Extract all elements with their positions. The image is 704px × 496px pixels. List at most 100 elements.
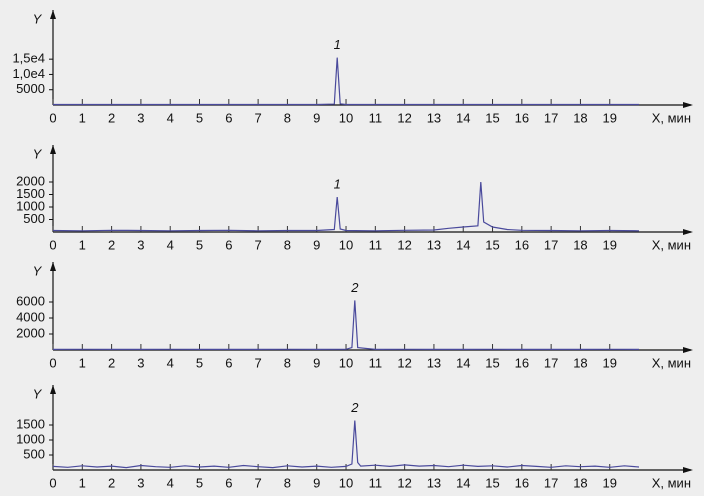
x-tick-label: 17: [544, 237, 558, 252]
x-tick-label: 7: [254, 475, 261, 490]
x-tick-label: 3: [137, 237, 144, 252]
x-tick-label: 0: [49, 237, 56, 252]
x-tick-label: 15: [485, 355, 499, 370]
x-tick-label: 10: [339, 110, 353, 125]
y-tick-label: 1,5e4: [12, 51, 45, 66]
x-tick-label: 11: [369, 110, 383, 125]
y-tick-label: 6000: [16, 293, 45, 308]
x-tick-label: 12: [397, 110, 411, 125]
line-series: [53, 57, 639, 106]
x-axis-label: X, мин: [652, 355, 691, 370]
x-tick-label: 7: [254, 355, 261, 370]
x-tick-label: 5: [196, 475, 203, 490]
x-tick-label: 19: [603, 237, 617, 252]
y-tick-label: 1500: [16, 186, 45, 201]
y-tick-label: 5000: [16, 81, 45, 96]
x-tick-label: 14: [456, 110, 470, 125]
x-tick-label: 3: [137, 475, 144, 490]
x-tick-label: 18: [573, 355, 587, 370]
x-tick-label: 9: [313, 475, 320, 490]
x-tick-label: 7: [254, 237, 261, 252]
x-tick-label: 5: [196, 237, 203, 252]
x-tick-label: 19: [603, 475, 617, 490]
x-tick-label: 8: [284, 110, 291, 125]
peak-annotation: 1: [334, 37, 341, 52]
peak-annotation: 2: [350, 400, 359, 415]
x-tick-label: 9: [313, 110, 320, 125]
x-tick-label: 10: [339, 355, 353, 370]
x-tick-label: 15: [485, 110, 499, 125]
x-tick-label: 12: [397, 355, 411, 370]
x-tick-label: 13: [427, 110, 441, 125]
x-tick-label: 11: [369, 475, 383, 490]
x-tick-label: 2: [108, 475, 115, 490]
x-tick-label: 11: [369, 237, 383, 252]
x-tick-label: 15: [485, 237, 499, 252]
peak-annotation: 1: [334, 176, 341, 191]
x-axis-label: X, мин: [652, 475, 691, 490]
y-tick-label: 1000: [16, 198, 45, 213]
x-tick-label: 8: [284, 237, 291, 252]
x-tick-label: 16: [515, 475, 529, 490]
y-tick-label: 1000: [16, 431, 45, 446]
x-tick-label: 16: [515, 355, 529, 370]
x-tick-label: 8: [284, 355, 291, 370]
y-axis-arrow: [50, 262, 56, 271]
x-tick-label: 18: [573, 110, 587, 125]
x-tick-label: 17: [544, 355, 558, 370]
x-tick-label: 11: [369, 355, 383, 370]
x-tick-label: 9: [313, 355, 320, 370]
x-tick-label: 15: [485, 475, 499, 490]
x-tick-label: 1: [79, 237, 86, 252]
x-tick-label: 4: [167, 237, 174, 252]
x-tick-label: 3: [137, 110, 144, 125]
x-tick-label: 14: [456, 237, 470, 252]
x-tick-label: 13: [427, 355, 441, 370]
y-axis-label: Y: [33, 263, 43, 278]
x-tick-label: 2: [108, 237, 115, 252]
x-tick-label: 17: [544, 110, 558, 125]
x-tick-label: 3: [137, 355, 144, 370]
x-tick-label: 0: [49, 355, 56, 370]
line-series: [52, 181, 640, 232]
x-tick-label: 4: [167, 110, 174, 125]
x-tick-label: 5: [196, 110, 203, 125]
y-tick-label: 1,0e4: [12, 66, 45, 81]
x-tick-label: 0: [49, 475, 56, 490]
x-tick-label: 4: [167, 475, 174, 490]
x-tick-label: 5: [196, 355, 203, 370]
x-tick-label: 13: [427, 475, 441, 490]
x-tick-label: 1: [79, 355, 86, 370]
x-tick-label: 10: [339, 237, 353, 252]
x-tick-label: 18: [573, 237, 587, 252]
x-tick-label: 14: [456, 475, 470, 490]
x-tick-label: 1: [79, 110, 86, 125]
y-tick-label: 2000: [16, 173, 45, 188]
x-tick-label: 8: [284, 475, 291, 490]
y-axis-arrow: [50, 145, 56, 154]
x-tick-label: 13: [427, 237, 441, 252]
y-axis-label: Y: [33, 146, 43, 161]
y-tick-label: 4000: [16, 309, 45, 324]
x-tick-label: 17: [544, 475, 558, 490]
x-axis-arrow: [683, 102, 693, 108]
y-axis-label: Y: [33, 386, 43, 401]
y-tick-label: 1500: [16, 416, 45, 431]
x-tick-label: 7: [254, 110, 261, 125]
x-tick-label: 6: [225, 110, 232, 125]
x-tick-label: 1: [79, 475, 86, 490]
y-tick-label: 500: [23, 446, 45, 461]
x-tick-label: 6: [225, 237, 232, 252]
x-tick-label: 16: [515, 110, 529, 125]
peak-annotation: 2: [350, 280, 359, 295]
x-tick-label: 18: [573, 475, 587, 490]
x-tick-label: 6: [225, 355, 232, 370]
x-tick-label: 2: [108, 110, 115, 125]
y-tick-label: 2000: [16, 325, 45, 340]
y-axis-arrow: [50, 385, 56, 394]
x-tick-label: 19: [603, 110, 617, 125]
x-tick-label: 0: [49, 110, 56, 125]
y-axis-label: Y: [33, 11, 43, 26]
line-series: [52, 420, 640, 469]
